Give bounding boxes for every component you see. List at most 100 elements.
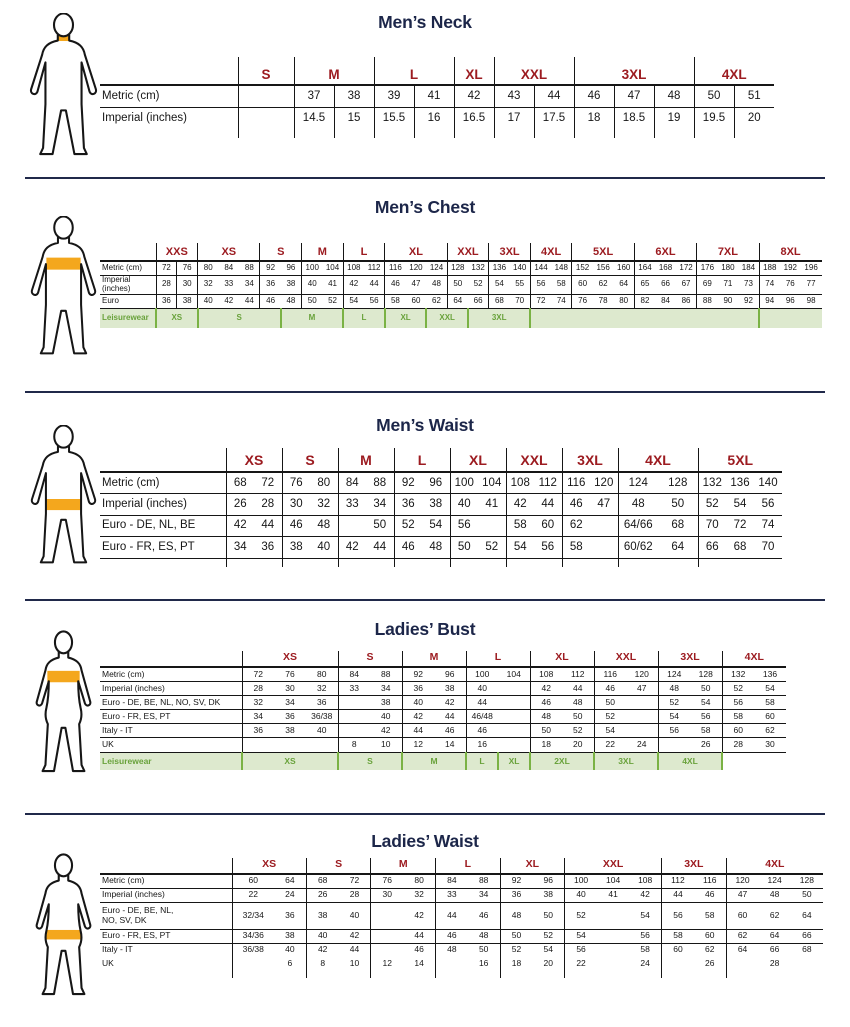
size-cell: 42: [218, 294, 240, 310]
size-cell: 156: [592, 261, 614, 276]
size-cell: 40: [306, 723, 338, 739]
stub-cell: [505, 558, 534, 567]
size-cell: 54: [726, 493, 754, 516]
size-cell: 54: [629, 902, 662, 930]
size-cell: 104: [478, 472, 506, 494]
table-row: Euro - DE, NL, BE 42 44 46 48 50 52 54 56 58 60 62 6…: [100, 515, 782, 537]
size-cell: 180: [717, 261, 739, 276]
size-cell: 60: [231, 874, 274, 889]
table-row: Euro - DE, BE, NL, NO, SV, DK 32/34 36 38 40…: [100, 902, 824, 930]
size-cell: 64: [790, 902, 824, 930]
size-cell: 136: [488, 261, 510, 276]
size-cell: 30: [281, 493, 310, 516]
size-cell: 40: [370, 709, 402, 725]
table-row: Metric (cm) 72 76 80 84 88 92 96 100 104 108 112 116…: [100, 667, 786, 682]
size-cell: 36: [259, 275, 281, 295]
table-row: Metric (cm) 60 64 68 72 76 80 84 88 92 96 100 104 108…: [100, 874, 824, 889]
size-cell: 17.5: [533, 107, 574, 129]
size-cell: [498, 681, 530, 696]
table-row: UK 6 8 10 12 14 16 18 20 22 24 26 28: [100, 957, 823, 971]
size-cell: 44: [534, 493, 562, 516]
size-cell: 50: [790, 888, 824, 903]
leisurewear-cell: XXL: [425, 308, 468, 328]
size-cell: 120: [405, 261, 427, 276]
male-figure-icon: [30, 215, 97, 355]
size-cell: 30: [176, 275, 198, 295]
size-cell: 54: [690, 695, 722, 711]
size-cell: 44: [349, 944, 360, 955]
stub-cell: [468, 971, 500, 978]
size-cell: 64: [758, 929, 791, 944]
size-cell: 132: [697, 472, 726, 494]
stub-cell: [694, 971, 726, 978]
size-cell: 34: [241, 709, 274, 725]
stub-cell: [791, 971, 823, 978]
head-outline: [53, 630, 74, 655]
size-group-header: M: [301, 243, 344, 262]
size-cell: 16.5: [453, 107, 494, 129]
size-group-header: L: [373, 57, 454, 86]
size-cell: 56: [529, 275, 552, 295]
size-cell: 58: [640, 944, 650, 955]
size-cell: 76: [571, 294, 593, 310]
size-cell: 52: [478, 536, 506, 559]
size-cell: 65: [633, 275, 656, 295]
size-cell: 56: [564, 943, 597, 957]
size-group-header: XXL: [446, 243, 489, 262]
size-cell: 58: [384, 294, 406, 310]
size-cell: 40: [197, 294, 219, 310]
row-label: Imperial (inches): [100, 275, 156, 295]
size-group-header: L: [342, 243, 385, 262]
size-cell: 60: [405, 294, 427, 310]
size-cell: 48: [499, 902, 533, 930]
row-label: Euro - DE, NL, BE: [100, 515, 226, 537]
size-cell: 116: [593, 667, 626, 682]
size-group-header: XXL: [505, 448, 562, 473]
size-table-mens-chest: XXS XS S M L XL XXL 3XL 4XL 5XL 6XL 7XL 8XL Metric (c…: [100, 243, 822, 328]
size-cell: 64: [613, 275, 635, 295]
size-cell: 40: [465, 681, 498, 696]
table-row: Metric (cm) 68 72 76 80 84 88 92 96 100 104 108 112 1…: [100, 472, 782, 494]
size-cell: 16: [465, 737, 498, 753]
size-cell: 18: [529, 737, 562, 753]
stub-cell: [373, 129, 414, 138]
leisurewear-cell: L: [342, 308, 385, 328]
size-cell: 80: [613, 294, 635, 310]
size-cell: 47: [725, 888, 759, 903]
size-cell: 34: [366, 493, 394, 516]
section-mens-chest: Men’s Chest XXS XS S M L XL XXL 3XL 4XL 5XL 6XL 7XL…: [0, 180, 850, 390]
size-cell: 48: [617, 493, 658, 516]
size-cell: 42: [337, 536, 366, 559]
stub-cell: [493, 129, 534, 138]
header-spacer: [100, 243, 156, 262]
size-table: XS S M L XL XXL 3XL 4XL Metric (cm) 60 64 68 72 76 80 8…: [100, 858, 824, 978]
size-cell: 14: [434, 737, 466, 753]
size-cell: 44: [465, 695, 498, 711]
size-cell: 50: [693, 85, 734, 108]
size-header-row: XXS XS S M L XL XXL 3XL 4XL 5XL 6XL 7XL 8XL: [100, 243, 822, 262]
size-cell: 40: [564, 888, 597, 903]
size-cell: 38: [370, 695, 402, 711]
size-cell: 80: [403, 874, 436, 889]
stub-cell: [658, 558, 698, 567]
leisurewear-label: Leisurewear: [100, 308, 156, 328]
size-cell: 60: [725, 902, 759, 930]
size-cell: 76: [281, 472, 310, 494]
size-cell: 50: [658, 493, 698, 516]
stub-cell: [726, 558, 754, 567]
size-cell: 42: [505, 493, 534, 516]
size-cell: 68: [658, 515, 698, 537]
size-cell: 96: [280, 261, 302, 276]
size-cell: [791, 957, 823, 971]
size-cell: 60/62: [617, 536, 658, 559]
size-cell: 66: [697, 536, 726, 559]
size-cell: 54: [543, 944, 553, 955]
size-cell: 54: [564, 929, 597, 944]
size-cell: [337, 723, 370, 739]
stub-cell: [393, 558, 422, 567]
size-cell: 92: [259, 261, 281, 276]
size-cell: 50: [690, 681, 722, 696]
row-label: Euro: [100, 294, 156, 310]
size-group-header: 4XL: [693, 57, 774, 86]
